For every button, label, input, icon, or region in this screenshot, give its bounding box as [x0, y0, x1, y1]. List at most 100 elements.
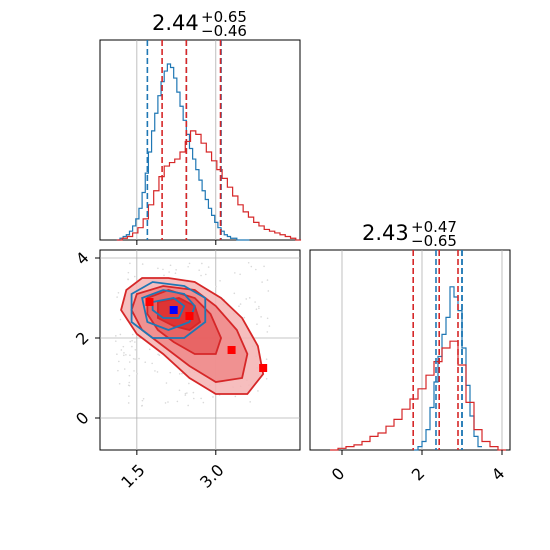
scatter-point — [249, 401, 251, 403]
scatter-point — [163, 274, 165, 277]
scatter-point — [238, 305, 240, 308]
scatter-point — [254, 301, 256, 303]
scatter-point — [192, 391, 195, 394]
scatter-point — [267, 290, 270, 292]
scatter-point — [119, 318, 122, 321]
scatter-point — [258, 307, 260, 310]
scatter-point — [134, 358, 136, 360]
scatter-point — [131, 345, 133, 348]
scatter-point — [219, 279, 221, 282]
scatter-point — [239, 273, 241, 276]
red-y-histogram — [330, 340, 506, 451]
scatter-point — [127, 271, 130, 274]
y-marginal-quantile-lines — [412, 250, 463, 450]
y-marginal-panel: 0 2 4 — [309, 249, 511, 485]
red-marker — [259, 364, 268, 372]
blue-marker — [169, 306, 178, 314]
scatter-point — [116, 353, 118, 355]
scatter-point — [128, 381, 131, 384]
x-marginal-panel — [99, 39, 302, 245]
scatter-point — [168, 271, 170, 273]
joint-y-tick-label: 4 — [72, 248, 93, 269]
red-marker — [145, 298, 154, 306]
scatter-point — [141, 404, 143, 407]
scatter-point — [165, 382, 168, 384]
scatter-point — [184, 394, 187, 396]
scatter-point — [245, 298, 248, 300]
scatter-point — [258, 305, 260, 308]
scatter-point — [131, 333, 134, 336]
blue-y-histogram — [414, 286, 482, 451]
y-marginal-title: 2.43 +0.47 −0.65 — [362, 218, 457, 250]
scatter-point — [234, 272, 236, 274]
scatter-point — [260, 316, 262, 318]
scatter-point — [154, 370, 156, 372]
scatter-point — [133, 275, 136, 278]
x-title-minus: −0.46 — [201, 22, 247, 40]
scatter-point — [127, 402, 130, 404]
scatter-point — [131, 339, 133, 342]
joint-x-tick-label: 3.0 — [196, 460, 227, 491]
scatter-point — [164, 402, 167, 404]
scatter-point — [127, 278, 129, 280]
scatter-point — [144, 361, 147, 364]
x-marginal-ticks — [136, 240, 217, 245]
scatter-point — [123, 354, 125, 357]
scatter-point — [174, 272, 177, 274]
scatter-point — [167, 401, 169, 403]
joint-markers — [145, 298, 268, 372]
scatter-point — [129, 354, 131, 357]
scatter-point — [114, 340, 117, 342]
scatter-point — [169, 371, 172, 374]
scatter-point — [188, 262, 191, 265]
x-marginal-grid — [136, 40, 217, 240]
scatter-point — [257, 390, 259, 392]
joint-x-tick-label: 1.5 — [117, 460, 148, 491]
scatter-point — [263, 265, 265, 268]
scatter-point — [142, 397, 145, 400]
scatter-point — [158, 354, 161, 357]
scatter-point — [261, 281, 263, 283]
scatter-point — [116, 296, 118, 298]
scatter-point — [123, 368, 126, 370]
scatter-point — [250, 265, 253, 268]
scatter-point — [148, 348, 151, 351]
scatter-point — [128, 361, 131, 363]
scatter-point — [201, 262, 203, 265]
y-marginal-grid — [341, 250, 503, 450]
scatter-point — [187, 404, 189, 407]
y-marginal-tick-label: 4 — [488, 464, 509, 485]
y-marginal-tick-label: 0 — [328, 464, 349, 485]
scatter-point — [192, 397, 195, 400]
scatter-point — [243, 316, 246, 319]
scatter-point — [141, 399, 144, 402]
scatter-point — [162, 268, 164, 271]
scatter-point — [233, 292, 236, 295]
joint-panel: 1.5 3.0 0 2 4 — [72, 248, 301, 492]
scatter-point — [268, 325, 271, 327]
y-marginal-histograms — [330, 286, 506, 451]
scatter-point — [118, 382, 121, 385]
scatter-point — [133, 370, 135, 372]
scatter-point — [134, 341, 136, 343]
scatter-point — [247, 261, 250, 264]
red-marker — [227, 346, 236, 354]
x-title-plus: +0.65 — [201, 8, 247, 26]
scatter-point — [176, 400, 179, 403]
red-x-histogram — [116, 130, 302, 241]
scatter-point — [205, 273, 207, 276]
scatter-point — [178, 389, 181, 392]
scatter-point — [132, 357, 135, 360]
x-marginal-quantile-lines — [146, 40, 222, 240]
scatter-point — [138, 357, 140, 360]
scatter-point — [157, 267, 159, 270]
joint-contours — [120, 277, 265, 395]
y-title-minus: −0.65 — [411, 232, 457, 250]
scatter-point — [186, 392, 188, 394]
scatter-point — [256, 323, 258, 325]
scatter-point — [125, 353, 127, 356]
scatter-point — [141, 263, 144, 265]
scatter-point — [207, 266, 210, 268]
joint-y-tick-label: 2 — [72, 328, 93, 349]
